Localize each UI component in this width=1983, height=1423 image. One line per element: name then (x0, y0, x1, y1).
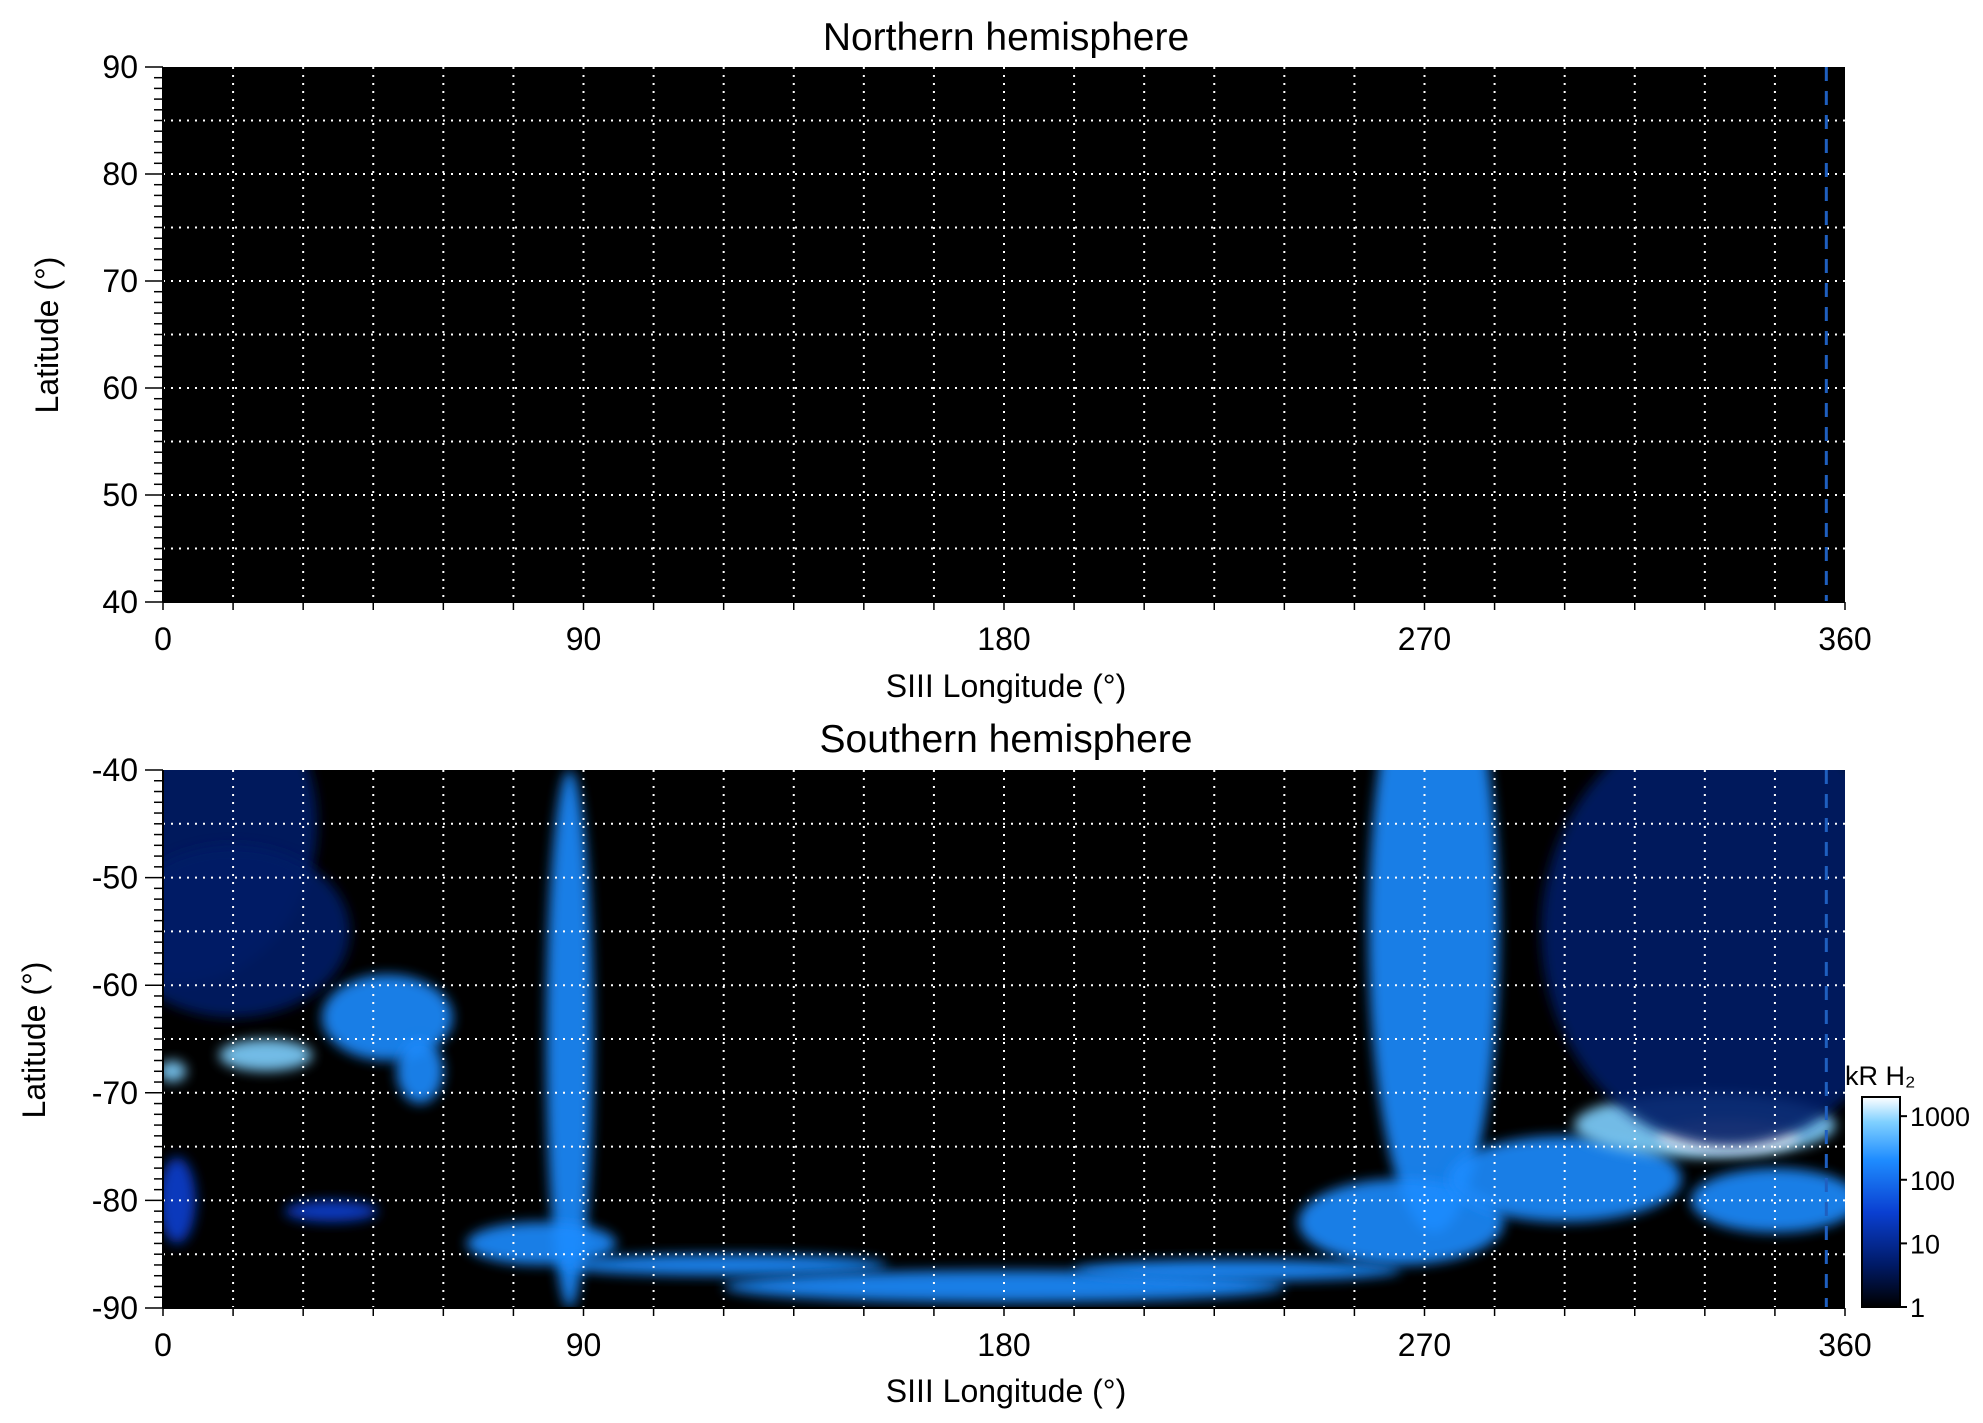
colorbar: kR H₂ 1000 100 10 1 (1845, 1061, 1970, 1323)
x-tick-label: 180 (977, 1327, 1030, 1363)
y-tick-label: 40 (102, 584, 138, 620)
emission-patch (1074, 1259, 1402, 1282)
y-tick-label: -70 (92, 1075, 138, 1111)
panel-northern-hemisphere: Northern hemisphere 90 80 70 60 50 40 0 90 180 27… (29, 16, 1872, 704)
x-tick-label: 180 (977, 621, 1030, 657)
colorbar-tick-label: 10 (1910, 1229, 1940, 1259)
x-axis-label: SIII Longitude (°) (886, 668, 1126, 704)
colorbar-tick-label: 1000 (1910, 1102, 1970, 1132)
axes: -40 -50 -60 -70 -80 -90 0 90 180 270 360 (92, 752, 1872, 1363)
emission-patch (1690, 1168, 1845, 1233)
emission-patch (396, 1039, 444, 1104)
emission-patch (466, 1221, 617, 1265)
colorbar-gradient (1861, 1096, 1901, 1308)
colorbar-label: kR H₂ (1845, 1061, 1915, 1091)
grid (163, 770, 1845, 1308)
chart-title: Northern hemisphere (823, 16, 1189, 59)
y-axis-label: Latitude (°) (16, 962, 52, 1119)
y-tick-label: 60 (102, 370, 138, 406)
colorbar-tick-label: 1 (1910, 1293, 1925, 1323)
x-tick-label: 0 (154, 621, 172, 657)
y-tick-label: -80 (92, 1182, 138, 1218)
y-tick-label: -60 (92, 967, 138, 1003)
chart-title: Southern hemisphere (820, 718, 1193, 761)
colorbar-ticks: 1000 100 10 1 (1900, 1102, 1970, 1323)
emission-patch (163, 1060, 187, 1083)
x-axis-label: SIII Longitude (°) (886, 1373, 1126, 1409)
y-tick-label: -50 (92, 860, 138, 896)
grid (163, 67, 1845, 602)
axes: 90 80 70 60 50 40 0 90 180 270 360 (102, 49, 1871, 657)
emission-patch (560, 1254, 888, 1276)
y-tick-label: -90 (92, 1290, 138, 1326)
x-tick-label: 90 (566, 621, 602, 657)
emission-patch (284, 1200, 378, 1222)
colorbar-tick-label: 100 (1910, 1166, 1955, 1196)
x-tick-label: 360 (1818, 621, 1871, 657)
x-tick-label: 0 (154, 1327, 172, 1363)
emission-patch (1368, 770, 1500, 1233)
x-tick-label: 360 (1818, 1327, 1871, 1363)
emission-patch (1541, 770, 1845, 1147)
y-tick-label: 70 (102, 263, 138, 299)
panel-southern-hemisphere: Southern hemisphere -40 -50 -60 -70 -80 -90 0 9… (16, 718, 1970, 1409)
x-tick-label: 90 (566, 1327, 602, 1363)
emission-patch (219, 1039, 313, 1072)
y-tick-label: -40 (92, 752, 138, 788)
y-axis-label: Latitude (°) (29, 257, 65, 414)
emission-patch (163, 845, 350, 1018)
y-tick-label: 80 (102, 156, 138, 192)
y-tick-label: 90 (102, 49, 138, 85)
y-tick-label: 50 (102, 477, 138, 513)
x-tick-label: 270 (1398, 1327, 1451, 1363)
x-tick-label: 270 (1398, 621, 1451, 657)
emission-patch (546, 770, 593, 1308)
